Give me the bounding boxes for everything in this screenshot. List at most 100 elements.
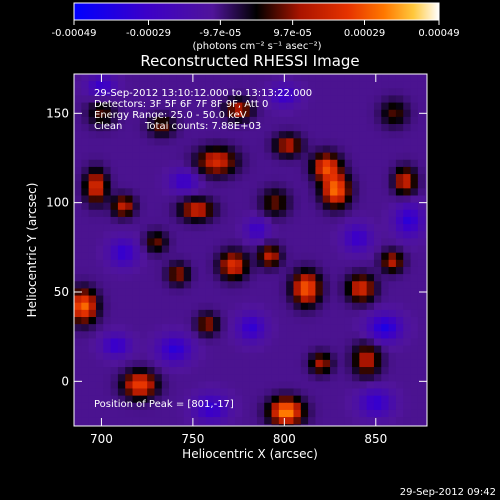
heatmap-cell <box>271 238 280 247</box>
heatmap-cell <box>198 295 207 304</box>
heatmap-cell <box>176 238 185 247</box>
heatmap-cell <box>249 281 258 290</box>
heatmap-cell <box>330 388 338 397</box>
heatmap-cell <box>256 424 265 426</box>
heatmap-cell <box>381 381 390 390</box>
heatmap-cell <box>315 202 324 211</box>
heatmap-cell <box>213 367 221 375</box>
heatmap-cell <box>388 181 397 189</box>
heatmap-cell <box>161 81 170 89</box>
x-tick-label: 700 <box>90 432 113 446</box>
heatmap-cell <box>352 81 360 89</box>
heatmap-cell <box>125 124 134 132</box>
heatmap-cell <box>308 138 317 147</box>
heatmap-cell <box>322 317 331 325</box>
heatmap-cell <box>227 302 236 311</box>
heatmap-cell <box>300 109 309 118</box>
heatmap-cell <box>81 88 90 97</box>
heatmap-cell <box>139 417 148 425</box>
heatmap-cell <box>330 124 338 132</box>
heatmap-cell <box>322 374 331 382</box>
heatmap-cell <box>403 302 412 311</box>
heatmap-cell <box>227 181 236 189</box>
heatmap-cell <box>183 245 192 254</box>
heatmap-cell <box>227 331 236 340</box>
heatmap-cell <box>315 352 324 361</box>
heatmap-cell <box>373 195 382 204</box>
heatmap-cell <box>147 202 156 211</box>
heatmap-cell <box>395 231 404 239</box>
heatmap-cell <box>220 131 229 139</box>
heatmap-cell <box>183 124 192 132</box>
heatmap-cell <box>308 338 317 347</box>
heatmap-cell <box>147 359 156 368</box>
heatmap-cell <box>344 317 353 325</box>
heatmap-cell <box>198 109 207 118</box>
heatmap-cell <box>322 302 331 311</box>
heatmap-cell <box>213 317 221 325</box>
heatmap-cell <box>205 224 214 232</box>
heatmap-cell <box>191 338 199 347</box>
heatmap-cell <box>103 345 112 354</box>
heatmap-cell <box>198 102 207 111</box>
heatmap-cell <box>205 181 214 189</box>
heatmap-cell <box>403 345 412 354</box>
heatmap-cell <box>373 402 382 411</box>
heatmap-cell <box>183 409 192 418</box>
heatmap-cell <box>249 331 258 340</box>
heatmap-cell <box>176 188 185 197</box>
heatmap-cell <box>161 138 170 147</box>
heatmap-cell <box>213 88 221 97</box>
heatmap-cell <box>366 124 375 132</box>
heatmap-cell <box>95 145 104 154</box>
heatmap-cell <box>249 302 258 311</box>
heatmap-cell <box>154 288 163 297</box>
heatmap-cell <box>417 274 426 282</box>
heatmap-cell <box>110 331 119 340</box>
heatmap-cell <box>161 145 170 154</box>
heatmap-cell <box>264 109 273 118</box>
heatmap-cell <box>74 402 82 411</box>
heatmap-cell <box>88 124 97 132</box>
heatmap-cell <box>264 352 273 361</box>
heatmap-cell <box>352 288 360 297</box>
heatmap-cell <box>264 338 273 347</box>
heatmap-cell <box>220 195 229 204</box>
heatmap-cell <box>103 266 112 275</box>
heatmap-cell <box>81 367 90 375</box>
heatmap-cell <box>242 88 251 97</box>
heatmap-cell <box>249 338 258 347</box>
heatmap-cell <box>154 374 163 382</box>
heatmap-cell <box>425 95 427 104</box>
heatmap-cell <box>88 295 97 304</box>
heatmap-cell <box>88 95 97 104</box>
y-axis-label: Heliocentric Y (arcsec) <box>25 183 39 318</box>
heatmap-cell <box>220 409 229 418</box>
heatmap-cell <box>293 424 302 426</box>
heatmap-cell <box>191 359 199 368</box>
heatmap-cell <box>330 131 338 139</box>
heatmap-cell <box>183 424 192 426</box>
heatmap-cell <box>403 424 412 426</box>
heatmap-cell <box>88 281 97 290</box>
heatmap-cell <box>220 338 229 347</box>
heatmap-cell <box>300 238 309 247</box>
heatmap-cell <box>205 81 214 89</box>
heatmap-cell <box>256 352 265 361</box>
heatmap-cell <box>337 252 346 261</box>
heatmap-cell <box>381 259 390 268</box>
heatmap-cell <box>344 159 353 168</box>
heatmap-cell <box>88 145 97 154</box>
heatmap-cell <box>227 95 236 104</box>
heatmap-cell <box>300 131 309 139</box>
heatmap-cell <box>278 181 287 189</box>
heatmap-cell <box>425 338 427 347</box>
heatmap-cell <box>88 345 97 354</box>
heatmap-cell <box>198 124 207 132</box>
heatmap-cell <box>139 95 148 104</box>
heatmap-cell <box>169 324 178 332</box>
heatmap-cell <box>220 359 229 368</box>
heatmap-cell <box>315 259 324 268</box>
heatmap-cell <box>227 131 236 139</box>
heatmap-cell <box>117 195 126 204</box>
